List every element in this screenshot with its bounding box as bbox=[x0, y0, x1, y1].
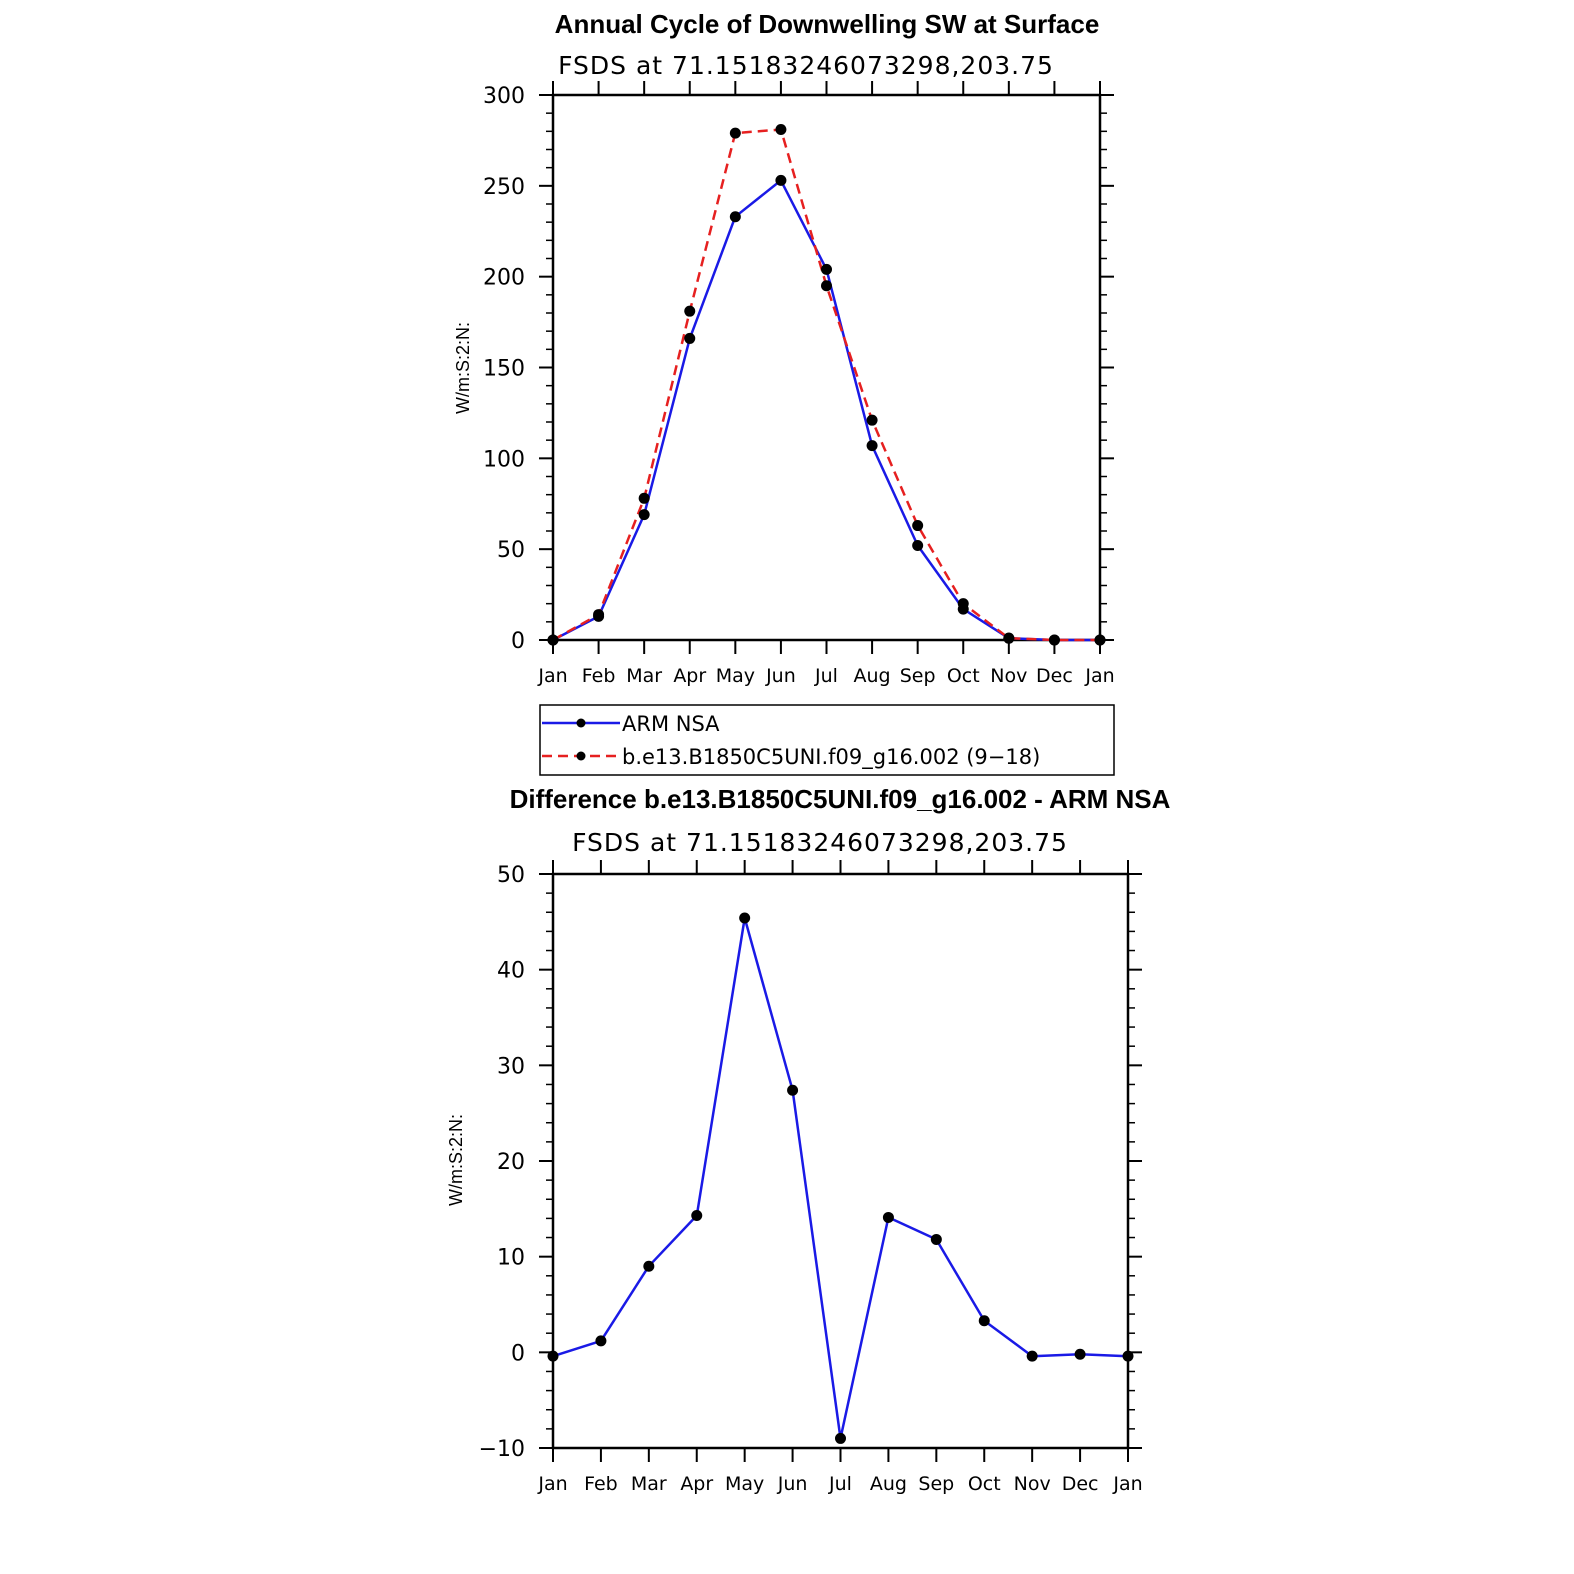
series-line-1 bbox=[552, 128, 1100, 642]
axes: 0 50 100 150 200 250 300 Jan Feb Mar Apr May Jun Jul A… bbox=[483, 81, 1115, 687]
series-0-point bbox=[787, 1084, 799, 1096]
y-tick-label: 0 bbox=[511, 629, 525, 654]
x-tick-label: Aug bbox=[870, 1473, 907, 1495]
x-tick-label: Nov bbox=[1014, 1473, 1051, 1495]
difference-chart: Difference b.e13.B1850C5UNI.f09_g16.002 … bbox=[446, 784, 1171, 1495]
plot-frame bbox=[551, 872, 1130, 1450]
y-tick-label: 20 bbox=[497, 1150, 525, 1175]
series-0-point bbox=[547, 1350, 559, 1362]
x-tick-label: Apr bbox=[680, 1473, 713, 1495]
y-tick-label: 200 bbox=[483, 266, 525, 291]
series-0-point bbox=[866, 440, 878, 452]
y-tick-label: 30 bbox=[497, 1054, 525, 1079]
series-0-point bbox=[595, 1335, 607, 1347]
legend-item-model: b.e13.B1850C5UNI.f09_g16.002 (9−18) bbox=[542, 745, 1040, 770]
series-layer bbox=[547, 912, 1134, 1444]
x-tick-label: Sep bbox=[900, 665, 936, 687]
x-tick-label: Jan bbox=[1112, 1473, 1142, 1495]
series-0-point bbox=[882, 1211, 894, 1223]
x-tick-label: Mar bbox=[626, 665, 662, 687]
series-layer bbox=[547, 124, 1106, 646]
x-tick-label: Aug bbox=[854, 665, 891, 687]
legend-label-arm-nsa: ARM NSA bbox=[622, 712, 720, 736]
x-tick-label: Dec bbox=[1062, 1473, 1099, 1495]
series-1-point bbox=[957, 598, 969, 610]
chart-subtitle: FSDS at 71.15183246073298,203.75 bbox=[558, 51, 1054, 80]
series-0-point bbox=[821, 263, 832, 275]
series-1-point bbox=[547, 634, 559, 646]
x-tick-label: Jun bbox=[777, 1473, 808, 1495]
series-0-point bbox=[1122, 1350, 1134, 1362]
x-tick-label: Mar bbox=[631, 1473, 667, 1495]
y-tick-label: 50 bbox=[497, 538, 525, 563]
plot-frame bbox=[551, 93, 1102, 642]
series-1-point bbox=[684, 305, 696, 317]
annual-cycle-chart: Annual Cycle of Downwelling SW at Surfac… bbox=[453, 9, 1115, 687]
series-0-point bbox=[835, 1432, 846, 1444]
x-tick-label: Feb bbox=[582, 665, 616, 687]
series-0-point bbox=[1074, 1348, 1086, 1360]
series-1-point bbox=[729, 127, 741, 139]
series-1-point bbox=[866, 414, 878, 426]
series-0-point bbox=[1026, 1350, 1038, 1362]
legend-label-model: b.e13.B1850C5UNI.f09_g16.002 (9−18) bbox=[622, 745, 1040, 770]
x-tick-label: Jan bbox=[1084, 665, 1114, 687]
y-axis-label: W/m:S:2:N: bbox=[446, 1114, 466, 1206]
x-tick-label: Oct bbox=[947, 665, 980, 687]
y-tick-label: 10 bbox=[497, 1246, 525, 1271]
series-0-point bbox=[775, 174, 787, 186]
x-tick-label: Jan bbox=[537, 665, 567, 687]
series-1-point bbox=[1003, 632, 1015, 644]
x-tick-label: Apr bbox=[673, 665, 706, 687]
y-tick-label: 300 bbox=[483, 84, 525, 109]
x-tick-label: Jan bbox=[537, 1473, 567, 1495]
series-1-point bbox=[775, 124, 787, 136]
series-0-point bbox=[691, 1210, 703, 1222]
series-1-point bbox=[912, 520, 924, 532]
series-1-point bbox=[1094, 634, 1106, 646]
series-0-point bbox=[684, 332, 696, 344]
y-tick-label: 100 bbox=[483, 447, 525, 472]
series-0-point bbox=[739, 912, 751, 924]
series-0-point bbox=[930, 1233, 942, 1245]
x-tick-label: May bbox=[725, 1473, 764, 1495]
y-tick-label: 50 bbox=[497, 863, 525, 888]
y-tick-label: 250 bbox=[483, 175, 525, 200]
x-tick-label: Sep bbox=[918, 1473, 954, 1495]
series-1-point bbox=[1048, 634, 1060, 646]
y-tick-label: 40 bbox=[497, 959, 525, 984]
series-0-point bbox=[638, 509, 650, 521]
x-tick-label: Nov bbox=[990, 665, 1027, 687]
series-0-point bbox=[912, 540, 924, 552]
series-1-point bbox=[638, 492, 650, 504]
y-axis-label: W/m:S:2:N: bbox=[453, 322, 473, 414]
series-0-point bbox=[978, 1315, 990, 1327]
legend-swatch-marker bbox=[576, 751, 586, 761]
x-tick-label: Oct bbox=[968, 1473, 1001, 1495]
y-tick-label: −10 bbox=[479, 1437, 525, 1462]
y-tick-label: 0 bbox=[511, 1341, 525, 1366]
series-0-point bbox=[643, 1260, 655, 1272]
series-1-point bbox=[593, 609, 605, 621]
legend-item-arm-nsa: ARM NSA bbox=[542, 712, 720, 736]
legend-swatch-marker bbox=[576, 718, 586, 728]
x-tick-label: May bbox=[716, 665, 755, 687]
x-tick-label: Dec bbox=[1036, 665, 1073, 687]
series-line-0 bbox=[552, 179, 1100, 642]
x-tick-label: Jun bbox=[765, 665, 796, 687]
series-0-point bbox=[729, 211, 741, 223]
x-tick-label: Jul bbox=[814, 665, 838, 687]
series-1-point bbox=[821, 280, 832, 292]
legend: ARM NSA b.e13.B1850C5UNI.f09_g16.002 (9−… bbox=[539, 704, 1115, 776]
x-tick-label: Feb bbox=[584, 1473, 618, 1495]
x-tick-label: Jul bbox=[828, 1473, 852, 1495]
chart-title: Difference b.e13.B1850C5UNI.f09_g16.002 … bbox=[510, 784, 1171, 814]
chart-subtitle: FSDS at 71.15183246073298,203.75 bbox=[572, 828, 1068, 857]
axes: −10 0 10 20 30 40 50 Jan Feb Mar Apr May Jun Jul Aug Se… bbox=[479, 860, 1143, 1495]
series-line-0 bbox=[552, 916, 1129, 1440]
legend-box bbox=[539, 704, 1115, 776]
chart-title: Annual Cycle of Downwelling SW at Surfac… bbox=[555, 9, 1100, 39]
y-tick-label: 150 bbox=[483, 357, 525, 382]
